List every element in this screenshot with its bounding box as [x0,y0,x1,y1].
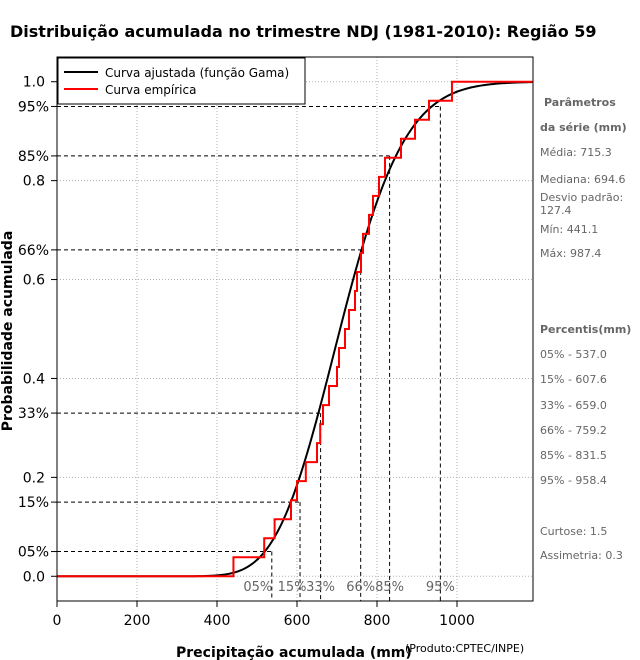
percentile-x-label: 05% [243,580,272,595]
plot-frame [56,56,534,602]
percentile-x-label: 95% [426,580,455,595]
empirical-step-curve [57,80,533,578]
percentile-y-label: 05% [18,545,49,561]
stat-media: Média: 715.3 [540,146,612,159]
percentile-x-label: 85% [375,580,404,595]
credit-label: (Produto:CPTEC/INPE) [405,642,524,655]
percentile-95: 95% - 958.4 [540,474,607,487]
y-tick-label: 0.4 [23,371,45,387]
y-tick-label: 0.8 [23,174,45,190]
x-tick-label: 200 [124,613,151,629]
params-title-line1: Parâmetros [544,96,616,109]
x-tick-label: 400 [204,613,231,629]
y-axis-label: Probabilidade acumulada [0,231,16,432]
percentile-05: 05% - 537.0 [540,348,607,361]
legend-label-fitted: Curva ajustada (função Gama) [105,66,289,80]
percentile-85: 85% - 831.5 [540,449,607,462]
legend-box [57,57,306,105]
x-tick-label: 0 [53,613,62,629]
percentile-y-label: 15% [18,495,49,511]
legend-label-empirical: Curva empírica [105,83,196,97]
x-tick-label: 800 [364,613,391,629]
stat-desvio: Desvio padrão: 127.4 [540,191,624,217]
y-tick-label: 0.0 [23,569,45,585]
percentile-y-label: 33% [18,406,49,422]
percentile-x-label: 66% [346,580,375,595]
percentile-y-label: 66% [18,243,49,259]
legend: Curva ajustada (função Gama) Curva empír… [57,57,306,105]
x-tick-label: 600 [284,613,311,629]
chart-title: Distribuição acumulada no trimestre NDJ … [10,22,597,41]
x-axis-label: Precipitação acumulada (mm) [176,645,412,660]
percentile-15: 15% - 607.6 [540,373,607,386]
stat-assimetria: Assimetria: 0.3 [540,549,623,562]
percentis-title: Percentis(mm) [540,323,632,336]
stat-max: Máx: 987.4 [540,247,602,260]
y-tick-label: 0.6 [23,273,45,289]
y-tick-label: 0.2 [23,470,45,486]
percentile-y-label: 95% [18,99,49,115]
percentile-x-label: 15% [278,580,307,595]
stat-min: Mín: 441.1 [540,223,599,236]
percentile-x-label: 33% [306,580,335,595]
stat-curtose: Curtose: 1.5 [540,525,608,538]
params-title-line2: da série (mm) [540,121,627,134]
y-tick-label: 1.0 [23,75,45,91]
percentile-66: 66% - 759.2 [540,424,607,437]
percentile-33: 33% - 659.0 [540,399,607,412]
stat-mediana: Mediana: 694.6 [540,173,626,186]
x-tick-label: 1000 [439,613,475,629]
percentile-y-label: 85% [18,149,49,165]
